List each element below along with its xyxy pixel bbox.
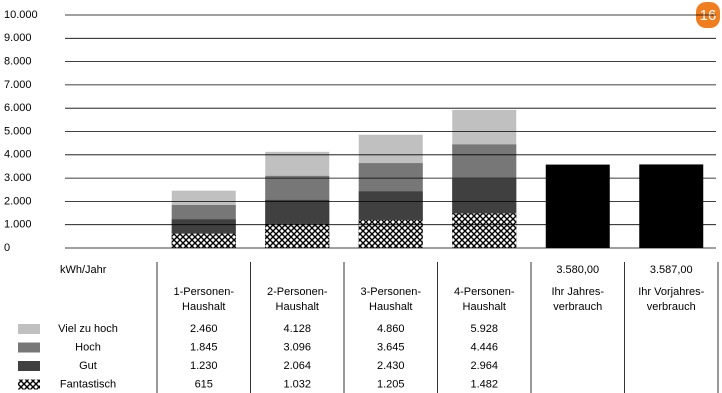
bar [639, 164, 704, 248]
legend-label: Gut [79, 360, 97, 372]
value-label: 2.460 [190, 323, 218, 335]
category-label: Ihr Jahres- verbrauch [551, 286, 605, 313]
bar [265, 223, 330, 248]
value-label: 3.580,00 [556, 264, 599, 276]
value-label: 4.128 [283, 323, 311, 335]
legend-swatch [18, 361, 40, 371]
legend-label: Viel zu hoch [58, 323, 118, 335]
y-tick-label: 9.000 [4, 32, 32, 44]
y-tick-label: 10.000 [4, 9, 38, 21]
value-label: 1.205 [377, 378, 405, 390]
value-label: 2.964 [470, 360, 498, 372]
unit-label: kWh/Jahr [60, 264, 107, 276]
value-label: 3.645 [377, 341, 405, 353]
bar [171, 233, 236, 248]
y-tick-label: 0 [4, 242, 10, 254]
value-label: 1.482 [470, 378, 498, 390]
badge: 16 [700, 7, 717, 24]
value-label: 3.096 [283, 341, 311, 353]
category-label: 4-Personen- Haushalt [453, 286, 515, 313]
legend-label: Fantastisch [60, 378, 116, 390]
category-label: 2-Personen- Haushalt [266, 286, 328, 313]
legend-label: Hoch [75, 341, 101, 353]
y-tick-label: 2.000 [4, 195, 32, 207]
value-label: 2.064 [283, 360, 311, 372]
value-label: 1.032 [283, 378, 311, 390]
value-label: 4.860 [377, 323, 405, 335]
value-label: 1.230 [190, 360, 218, 372]
value-label: 2.430 [377, 360, 405, 372]
legend-swatch [18, 379, 40, 390]
value-label: 615 [195, 378, 213, 390]
value-label: 5.928 [470, 323, 498, 335]
y-tick-label: 6.000 [4, 102, 32, 114]
y-tick-label: 5.000 [4, 125, 32, 137]
y-tick-label: 7.000 [4, 79, 32, 91]
y-tick-label: 4.000 [4, 149, 32, 161]
value-label: 4.446 [470, 341, 498, 353]
y-tick-label: 1.000 [4, 219, 32, 231]
y-tick-label: 3.000 [4, 172, 32, 184]
value-label: 1.845 [190, 341, 218, 353]
y-tick-label: 8.000 [4, 56, 32, 68]
legend-swatch [18, 324, 40, 334]
value-label: 3.587,00 [650, 264, 693, 276]
category-label: 3-Personen- Haushalt [360, 286, 422, 313]
bar [545, 164, 610, 248]
bar [358, 219, 423, 248]
category-label: 1-Personen- Haushalt [173, 286, 235, 313]
bar [452, 213, 517, 248]
category-label: Ihr Vorjahres- verbrauch [638, 286, 705, 313]
legend-swatch [18, 342, 40, 353]
